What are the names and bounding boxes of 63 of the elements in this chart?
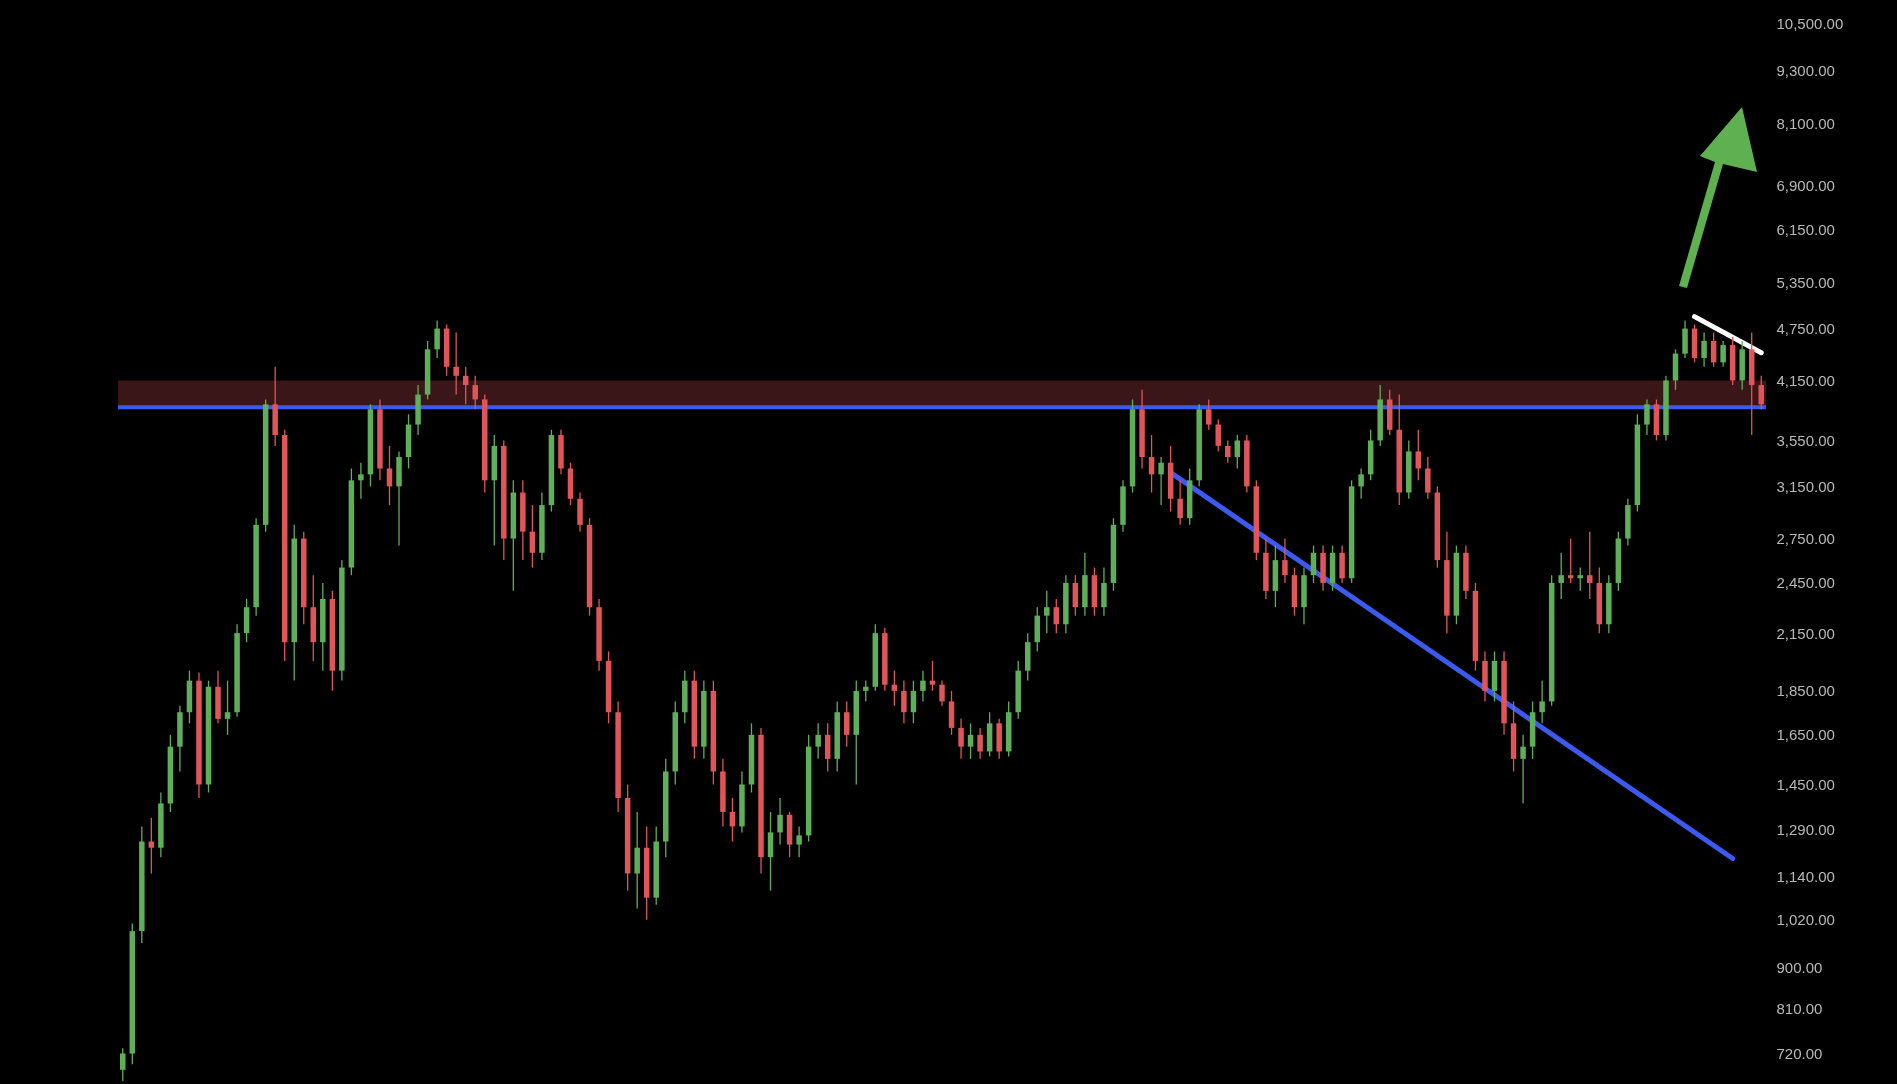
y-tick-label: 2,750.00 [1776,530,1835,548]
candlestick [901,679,907,725]
y-tick-label: 9,300.00 [1776,61,1835,79]
candlestick [1558,552,1564,600]
candlestick [815,722,821,760]
y-tick-label: 6,900.00 [1776,176,1835,194]
candlestick [1234,434,1241,470]
candlestick [453,331,459,396]
candlestick [1701,331,1707,368]
candlestick [929,660,936,692]
y-tick-label: 1,450.00 [1776,775,1835,793]
candlestick [977,727,983,760]
candlestick [796,825,802,858]
candlestick [967,722,974,760]
candlestick [920,669,926,703]
y-tick-label: 1,020.00 [1776,911,1835,929]
y-tick-label: 4,750.00 [1776,320,1835,338]
y-tick-label: 2,150.00 [1776,624,1835,642]
candlestick [1644,398,1650,436]
candlestick [1758,375,1764,410]
candlestick [1415,429,1422,481]
candlestick [939,679,945,707]
y-tick-label: 10,500.00 [1776,15,1844,33]
candlestick [1520,734,1526,805]
candlestick [1282,537,1288,584]
y-tick-label: 6,150.00 [1776,220,1835,238]
y-tick-label: 1,850.00 [1776,682,1835,700]
candlestick [434,319,440,359]
candlestick [1587,530,1593,600]
y-tick-label: 2,450.00 [1776,574,1835,592]
y-tick-label: 4,150.00 [1776,371,1835,389]
y-tick-label: 900.00 [1776,959,1823,977]
candlestick [863,679,869,703]
y-tick-label: 810.00 [1776,999,1823,1017]
y-tick-label: 8,100.00 [1776,114,1835,132]
candlestick [1225,439,1231,464]
candlestick [843,700,850,748]
candlestick [1358,467,1364,500]
candlestick [529,504,536,569]
y-tick-label: 3,550.00 [1776,431,1835,449]
candlestick [386,445,393,506]
candlestick [120,1047,126,1082]
candlestick [472,375,478,410]
candlestick [910,679,917,725]
y-tick-label: 1,140.00 [1776,868,1835,886]
candlestick [777,797,783,846]
y-tick-label: 5,350.00 [1776,274,1835,292]
candlestick [1158,456,1164,506]
candlestick [1053,598,1060,634]
candlestick [1539,679,1545,725]
candlestick [958,718,964,760]
y-tick-label: 1,290.00 [1776,820,1835,838]
candlestick [1215,418,1221,453]
y-tick-label: 720.00 [1776,1044,1823,1062]
candlestick [358,462,364,500]
y-tick-label: 3,150.00 [1776,477,1835,495]
candlestick [1577,566,1583,592]
candlestick [224,679,231,736]
candlestick [1044,590,1050,634]
candlestick [1177,479,1183,526]
y-tick-label: 1,650.00 [1776,726,1835,744]
candlestick [1205,398,1212,431]
candlestick [1720,340,1726,368]
